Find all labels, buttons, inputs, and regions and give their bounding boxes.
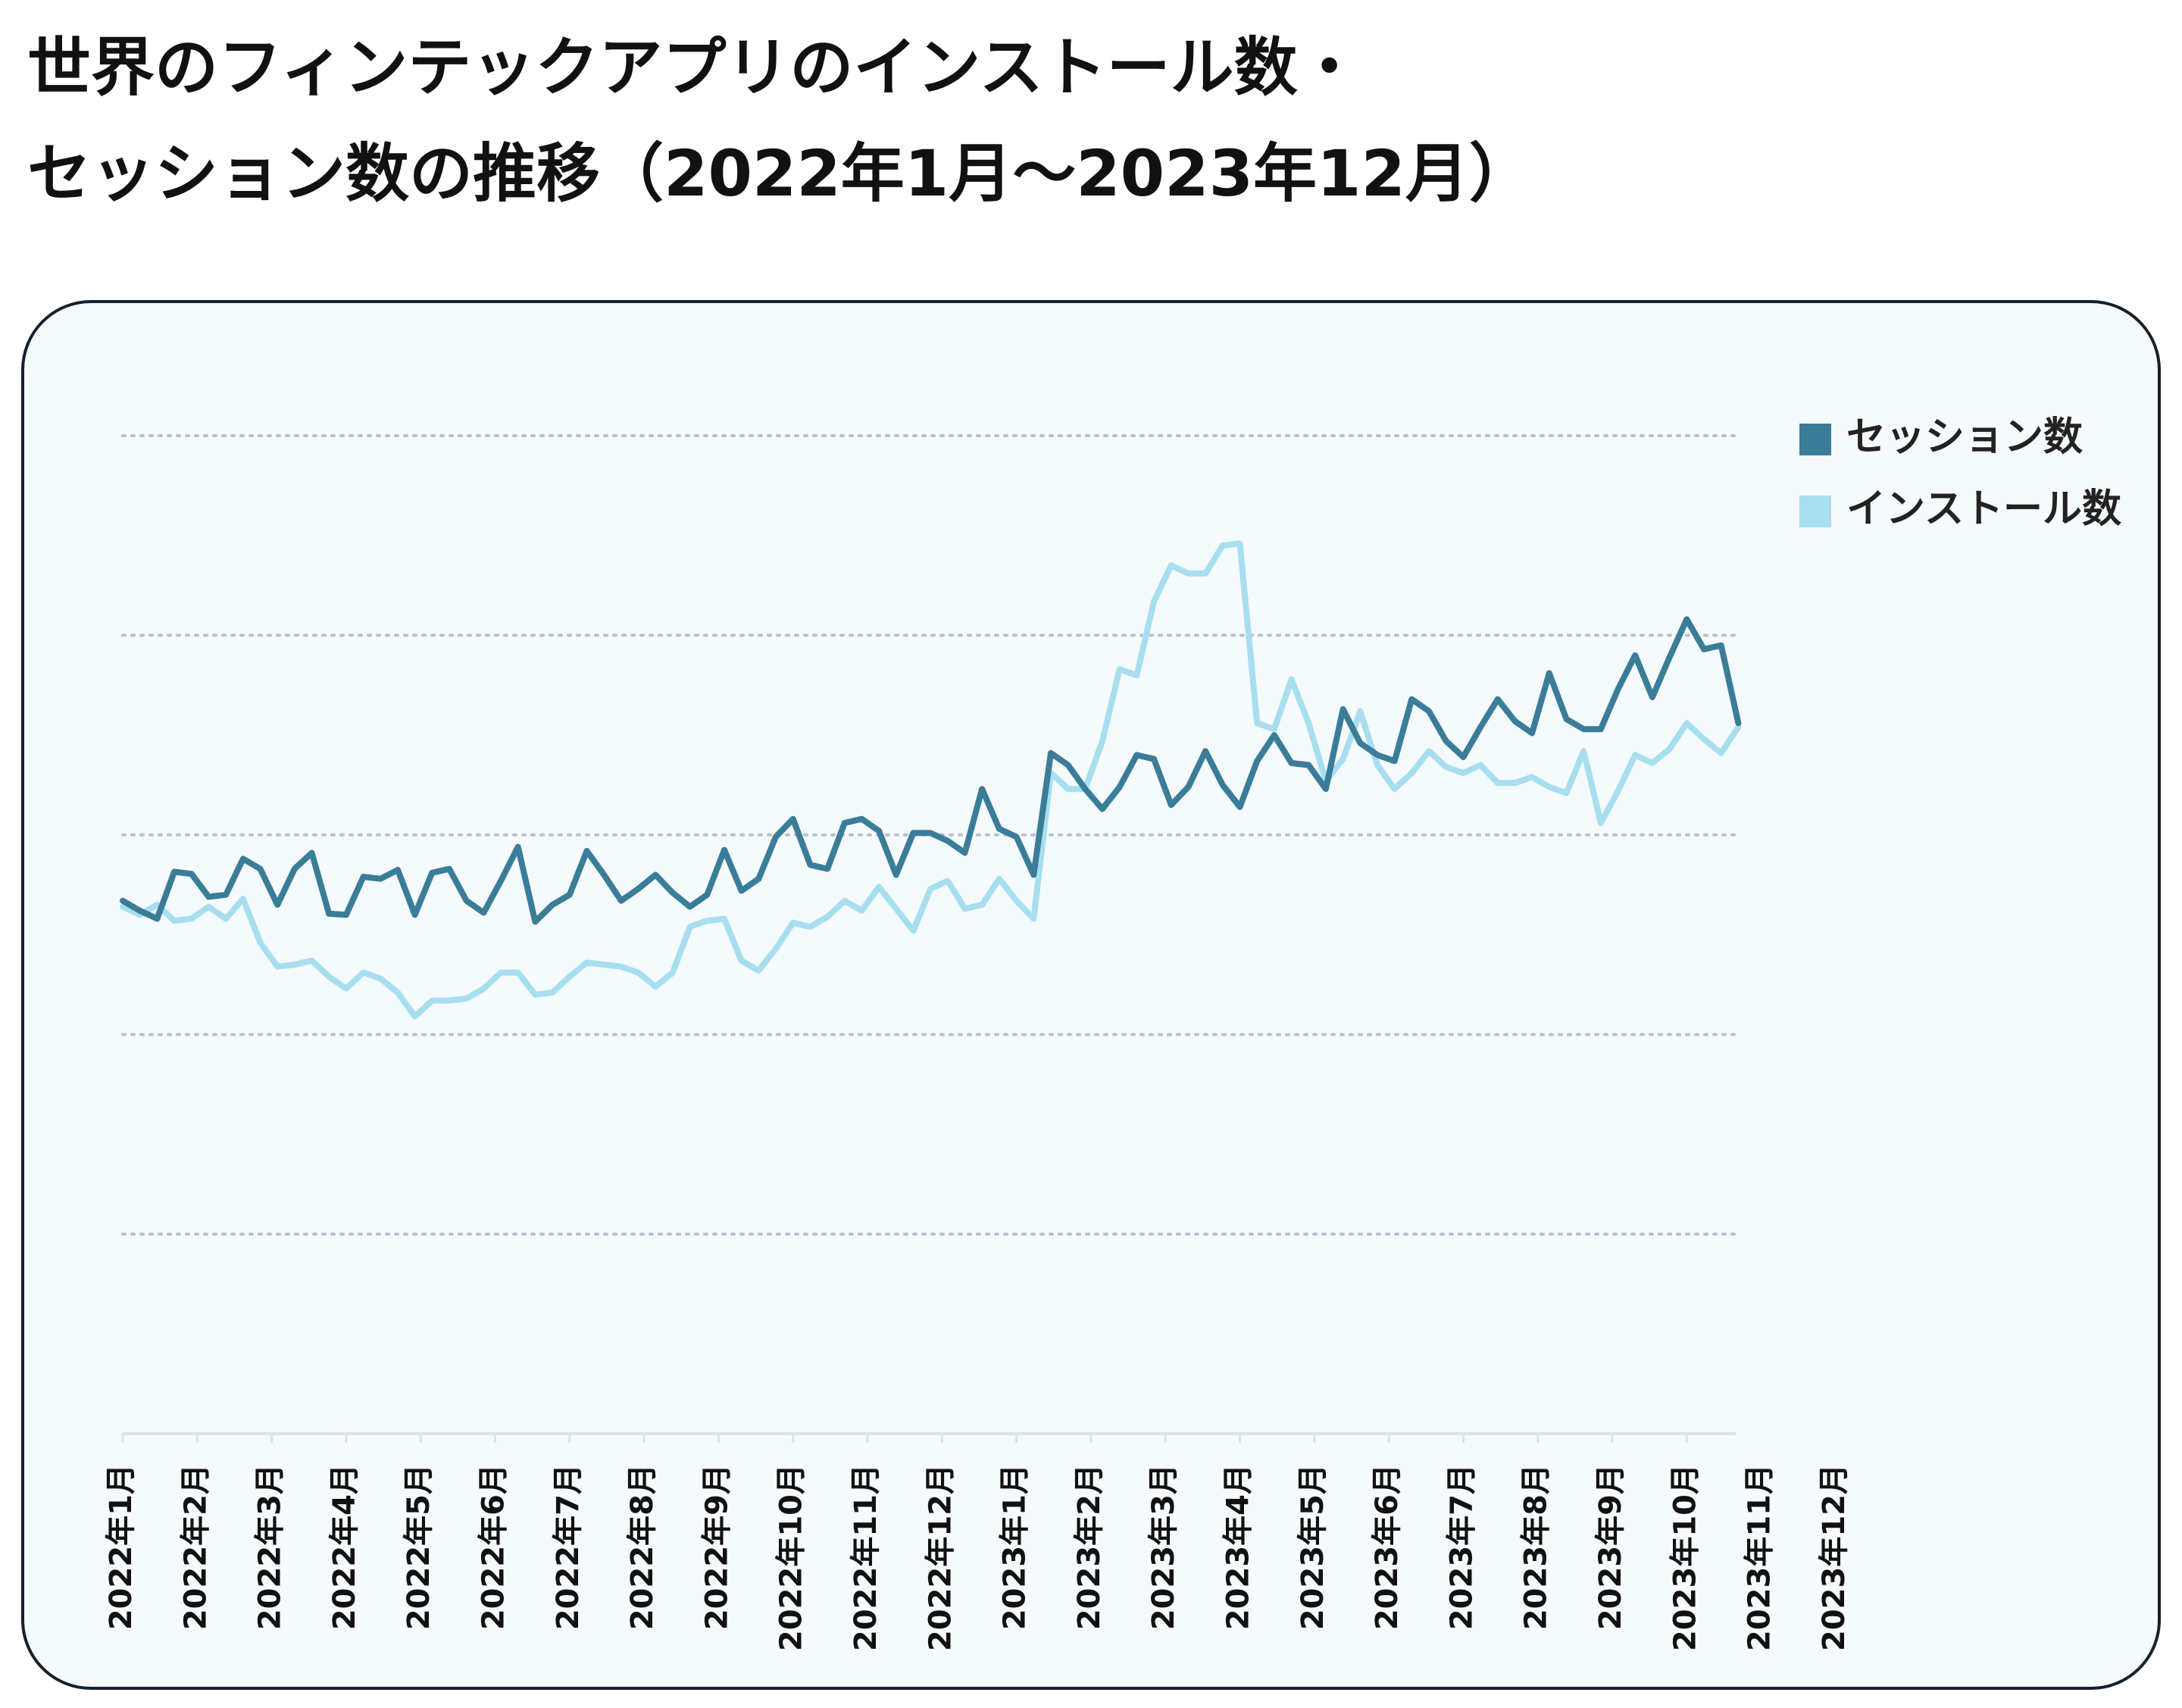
x-tick-label: 2023年8月 — [1519, 1464, 1554, 1630]
series-line — [120, 616, 1742, 925]
x-tick-label: 2022年2月 — [178, 1464, 213, 1630]
x-tick-label: 2022年6月 — [477, 1464, 511, 1630]
legend-swatch — [1799, 424, 1831, 455]
chart-panel — [21, 300, 2161, 1690]
x-tick-label: 2022年3月 — [253, 1464, 288, 1630]
x-tick-label: 2022年11月 — [849, 1464, 883, 1651]
x-tick-label: 2023年4月 — [1221, 1464, 1256, 1630]
x-tick-label: 2023年12月 — [1817, 1464, 1852, 1651]
x-tick-label: 2023年6月 — [1370, 1464, 1405, 1630]
x-tick-label: 2023年11月 — [1743, 1464, 1777, 1651]
x-tick-label: 2023年7月 — [1444, 1464, 1479, 1630]
legend-label: セッション数 — [1846, 414, 2083, 460]
x-tick-label: 2022年5月 — [402, 1464, 436, 1630]
x-tick-label: 2023年5月 — [1296, 1464, 1330, 1630]
x-tick-label: 2023年2月 — [1072, 1464, 1107, 1630]
x-tick-label: 2022年12月 — [923, 1464, 958, 1651]
x-tick-label: 2022年9月 — [699, 1464, 734, 1630]
x-tick-label: 2022年10月 — [774, 1464, 809, 1651]
legend-label: インストール数 — [1846, 486, 2121, 532]
x-tick-label: 2022年8月 — [625, 1464, 660, 1630]
chart-title: 世界のフィンテックアプリのインストール数・ — [27, 30, 1361, 105]
chart-title: セッション数の推移（2022年1月～2023年12月） — [27, 136, 1533, 211]
series-line — [120, 540, 1742, 1020]
x-tick-label: 2023年1月 — [998, 1464, 1033, 1630]
x-tick-label: 2023年10月 — [1668, 1464, 1702, 1651]
x-tick-label: 2022年4月 — [327, 1464, 362, 1630]
x-tick-label: 2022年1月 — [104, 1464, 139, 1630]
x-tick-label: 2022年7月 — [551, 1464, 586, 1630]
x-tick-label: 2023年9月 — [1593, 1464, 1628, 1630]
x-tick-label: 2023年3月 — [1146, 1464, 1181, 1630]
legend-swatch — [1799, 496, 1831, 527]
